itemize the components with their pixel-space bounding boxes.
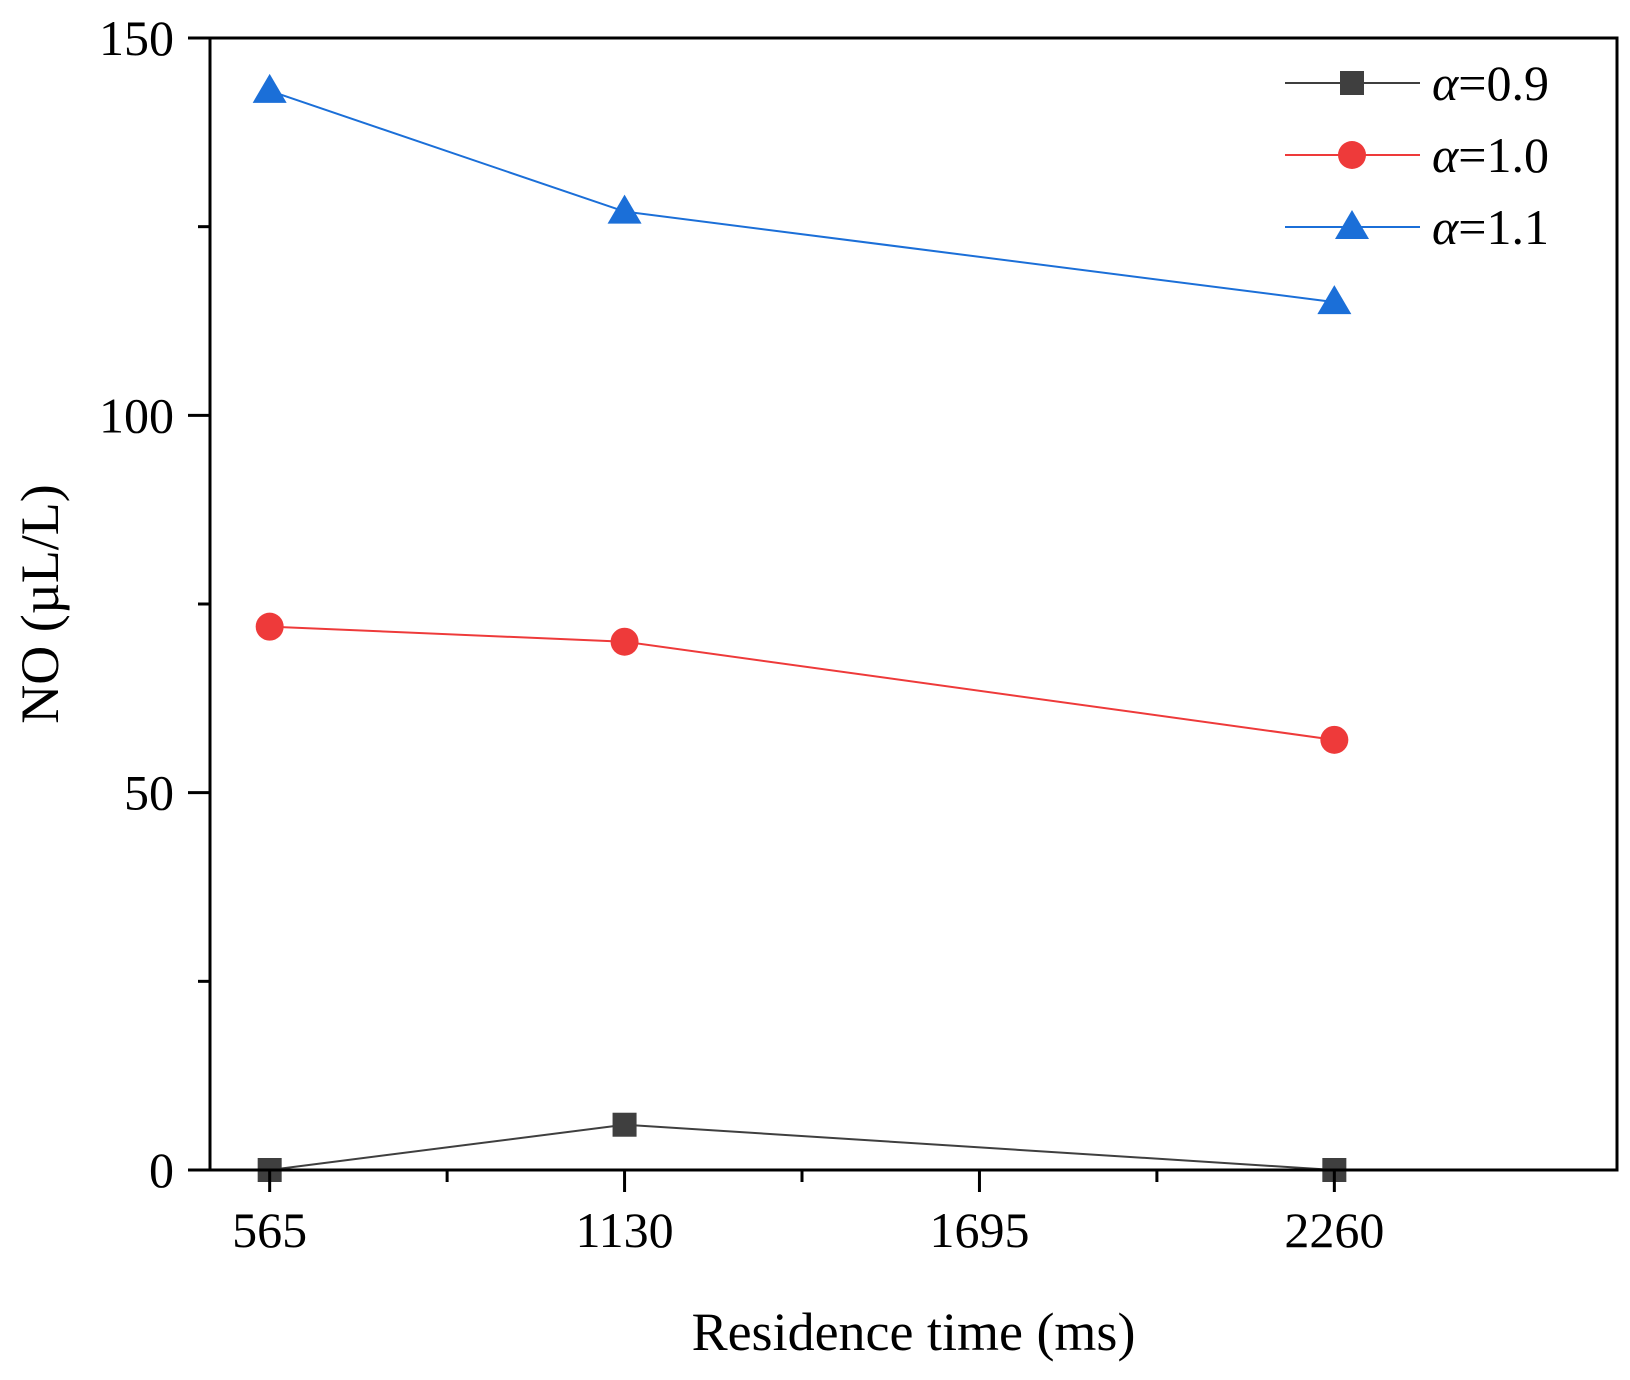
y-axis-title: NO (µL/L) [10,484,70,724]
legend-marker-triangle [1335,210,1369,239]
y-tick-label: 0 [149,1142,174,1198]
series-triangle [252,73,1352,315]
legend-item: α=1.0 [1285,127,1549,183]
legend: α=0.9α=1.0α=1.1 [1285,55,1549,255]
y-tick-label: 50 [124,765,174,821]
plot-frame [208,36,1619,1172]
x-axis-title: Residence time (ms) [692,1302,1136,1362]
legend-value: =0.9 [1458,55,1549,111]
data-point-circle [1320,725,1349,754]
legend-symbol: α [1432,127,1460,183]
y-tick-label: 100 [99,387,174,443]
legend-symbol: α [1432,199,1460,255]
legend-label: α=0.9 [1432,55,1549,111]
y-tick-label: 150 [99,10,174,66]
series-line [269,625,1335,741]
legend-marker-circle [1338,141,1366,169]
x-tick-label: 1130 [575,1202,673,1258]
legend-item: α=1.1 [1285,199,1549,255]
x-tick-label: 1695 [929,1202,1029,1258]
legend-label: α=1.0 [1432,127,1549,183]
x-tick-label: 2260 [1284,1202,1384,1258]
series-layer [252,73,1352,1182]
legend-item: α=0.9 [1285,55,1549,111]
data-point-circle [255,612,284,641]
ticks-layer: 565 1130 1695 2260 0 50 100 150 [99,10,1384,1258]
data-point-square [612,1112,637,1137]
data-point-triangle [1317,285,1352,315]
series-circle [255,612,1349,754]
legend-value: =1.1 [1458,199,1549,255]
data-point-circle [610,627,639,656]
series-line [269,1123,1335,1171]
legend-value: =1.0 [1458,127,1549,183]
legend-label: α=1.1 [1432,199,1549,255]
legend-symbol: α [1432,55,1460,111]
series-line [269,89,1335,304]
legend-marker-square [1340,71,1364,95]
x-tick-label: 565 [232,1202,307,1258]
data-point-triangle [607,194,642,224]
data-point-triangle [252,73,287,103]
